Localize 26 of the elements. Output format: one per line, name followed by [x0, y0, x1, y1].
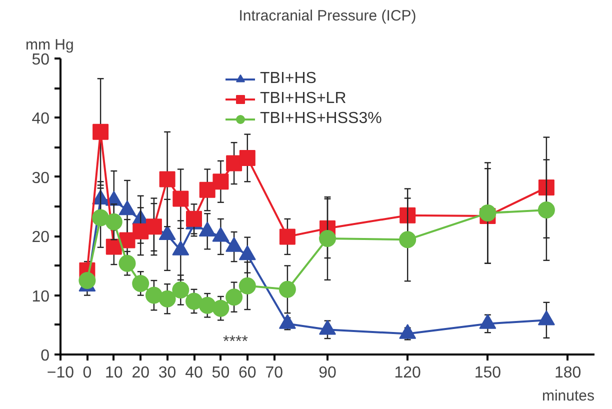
legend-label: TBI+HS+HSS3%	[260, 110, 382, 128]
chart-title: Intracranial Pressure (ICP)	[238, 8, 416, 24]
x-tick-label: 0	[82, 364, 92, 382]
x-tick-label: 20	[132, 364, 150, 382]
legend-label: TBI+HS	[260, 70, 316, 88]
y-tick-label: 50	[32, 52, 50, 68]
x-axis-title: minutes	[542, 388, 595, 404]
y-tick-label: 10	[32, 288, 50, 306]
legend-label: TBI+HS+LR	[260, 90, 346, 108]
x-tick-label: 50	[212, 364, 230, 382]
y-tick-label: 40	[32, 110, 50, 128]
x-tick-label: 30	[158, 364, 176, 382]
y-tick-label: 30	[32, 170, 50, 187]
x-tick-label: 40	[185, 364, 203, 382]
annotation: ****	[223, 334, 248, 350]
x-tick-label: 10	[105, 364, 123, 382]
x-tick-label: 70	[265, 364, 284, 382]
x-tick-label: 120	[394, 364, 422, 382]
y-tick-label: 20	[32, 229, 50, 246]
x-tick-label: 150	[474, 364, 502, 382]
y-tick-label: 0	[40, 348, 50, 364]
x-tick-label: 60	[238, 364, 256, 382]
x-tick-label: 90	[318, 364, 336, 382]
x-tick-label: −10	[46, 364, 74, 382]
x-tick-label: 180	[554, 364, 582, 382]
y-axis-title: mm Hg	[26, 36, 74, 54]
